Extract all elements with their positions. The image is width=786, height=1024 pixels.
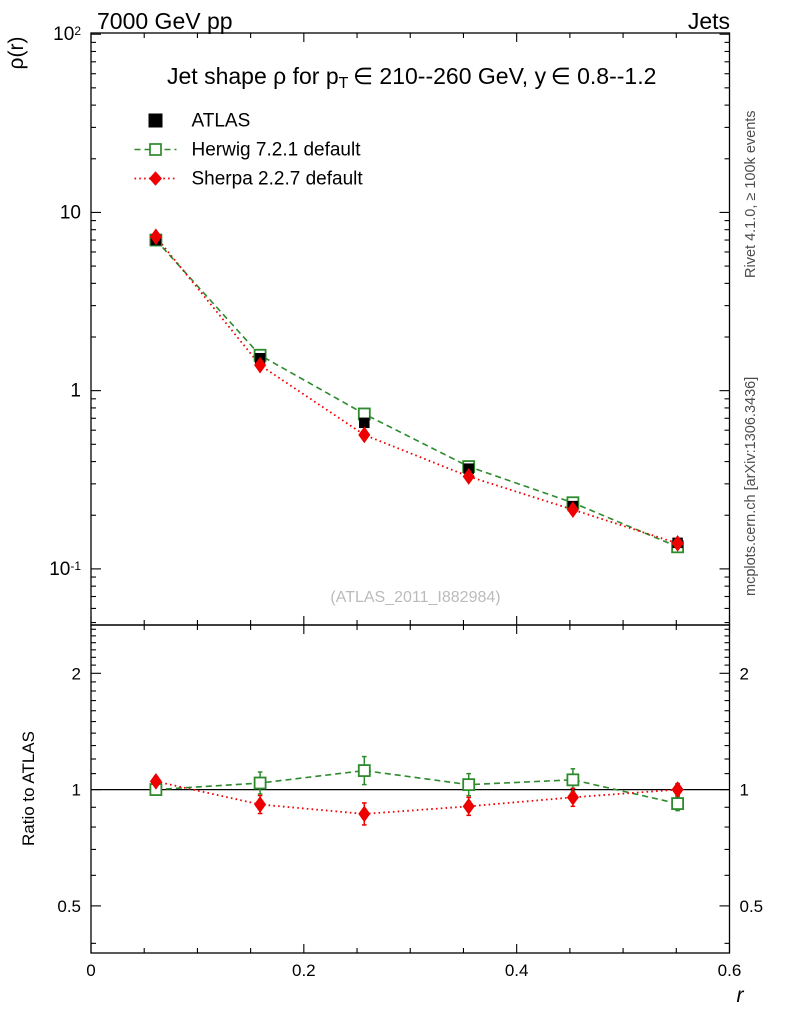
svg-text:1: 1 bbox=[70, 381, 81, 402]
svg-text:0: 0 bbox=[86, 961, 95, 980]
svg-text:1: 1 bbox=[740, 781, 749, 800]
svg-text:Herwig 7.2.1 default: Herwig 7.2.1 default bbox=[192, 140, 362, 161]
svg-text:0.5: 0.5 bbox=[57, 897, 81, 916]
svg-text:Jets: Jets bbox=[688, 8, 730, 34]
svg-text:1: 1 bbox=[72, 781, 81, 800]
svg-text:0.5: 0.5 bbox=[740, 897, 764, 916]
svg-text:10: 10 bbox=[60, 202, 81, 223]
svg-text:Sherpa 2.2.7 default: Sherpa 2.2.7 default bbox=[192, 169, 364, 190]
svg-text:ρ(r): ρ(r) bbox=[5, 37, 28, 70]
svg-text:Ratio to ATLAS: Ratio to ATLAS bbox=[19, 731, 38, 846]
svg-text:Jet shape ρ for pT ∈ 210--260: Jet shape ρ for pT ∈ 210--260 GeV, y ∈ 0… bbox=[167, 63, 656, 92]
svg-text:0.6: 0.6 bbox=[718, 961, 742, 980]
svg-text:Rivet 4.1.0, ≥ 100k events: Rivet 4.1.0, ≥ 100k events bbox=[743, 110, 759, 278]
svg-text:0.4: 0.4 bbox=[505, 961, 529, 980]
svg-text:ATLAS: ATLAS bbox=[192, 111, 251, 132]
svg-text:0.2: 0.2 bbox=[292, 961, 316, 980]
svg-text:7000 GeV pp: 7000 GeV pp bbox=[97, 8, 233, 34]
svg-text:2: 2 bbox=[740, 664, 749, 683]
svg-text:(ATLAS_2011_I882984): (ATLAS_2011_I882984) bbox=[330, 589, 500, 606]
svg-text:2: 2 bbox=[72, 664, 81, 683]
svg-text:r: r bbox=[737, 984, 745, 1007]
svg-text:mcplots.cern.ch [arXiv:1306.34: mcplots.cern.ch [arXiv:1306.3436] bbox=[743, 377, 759, 596]
